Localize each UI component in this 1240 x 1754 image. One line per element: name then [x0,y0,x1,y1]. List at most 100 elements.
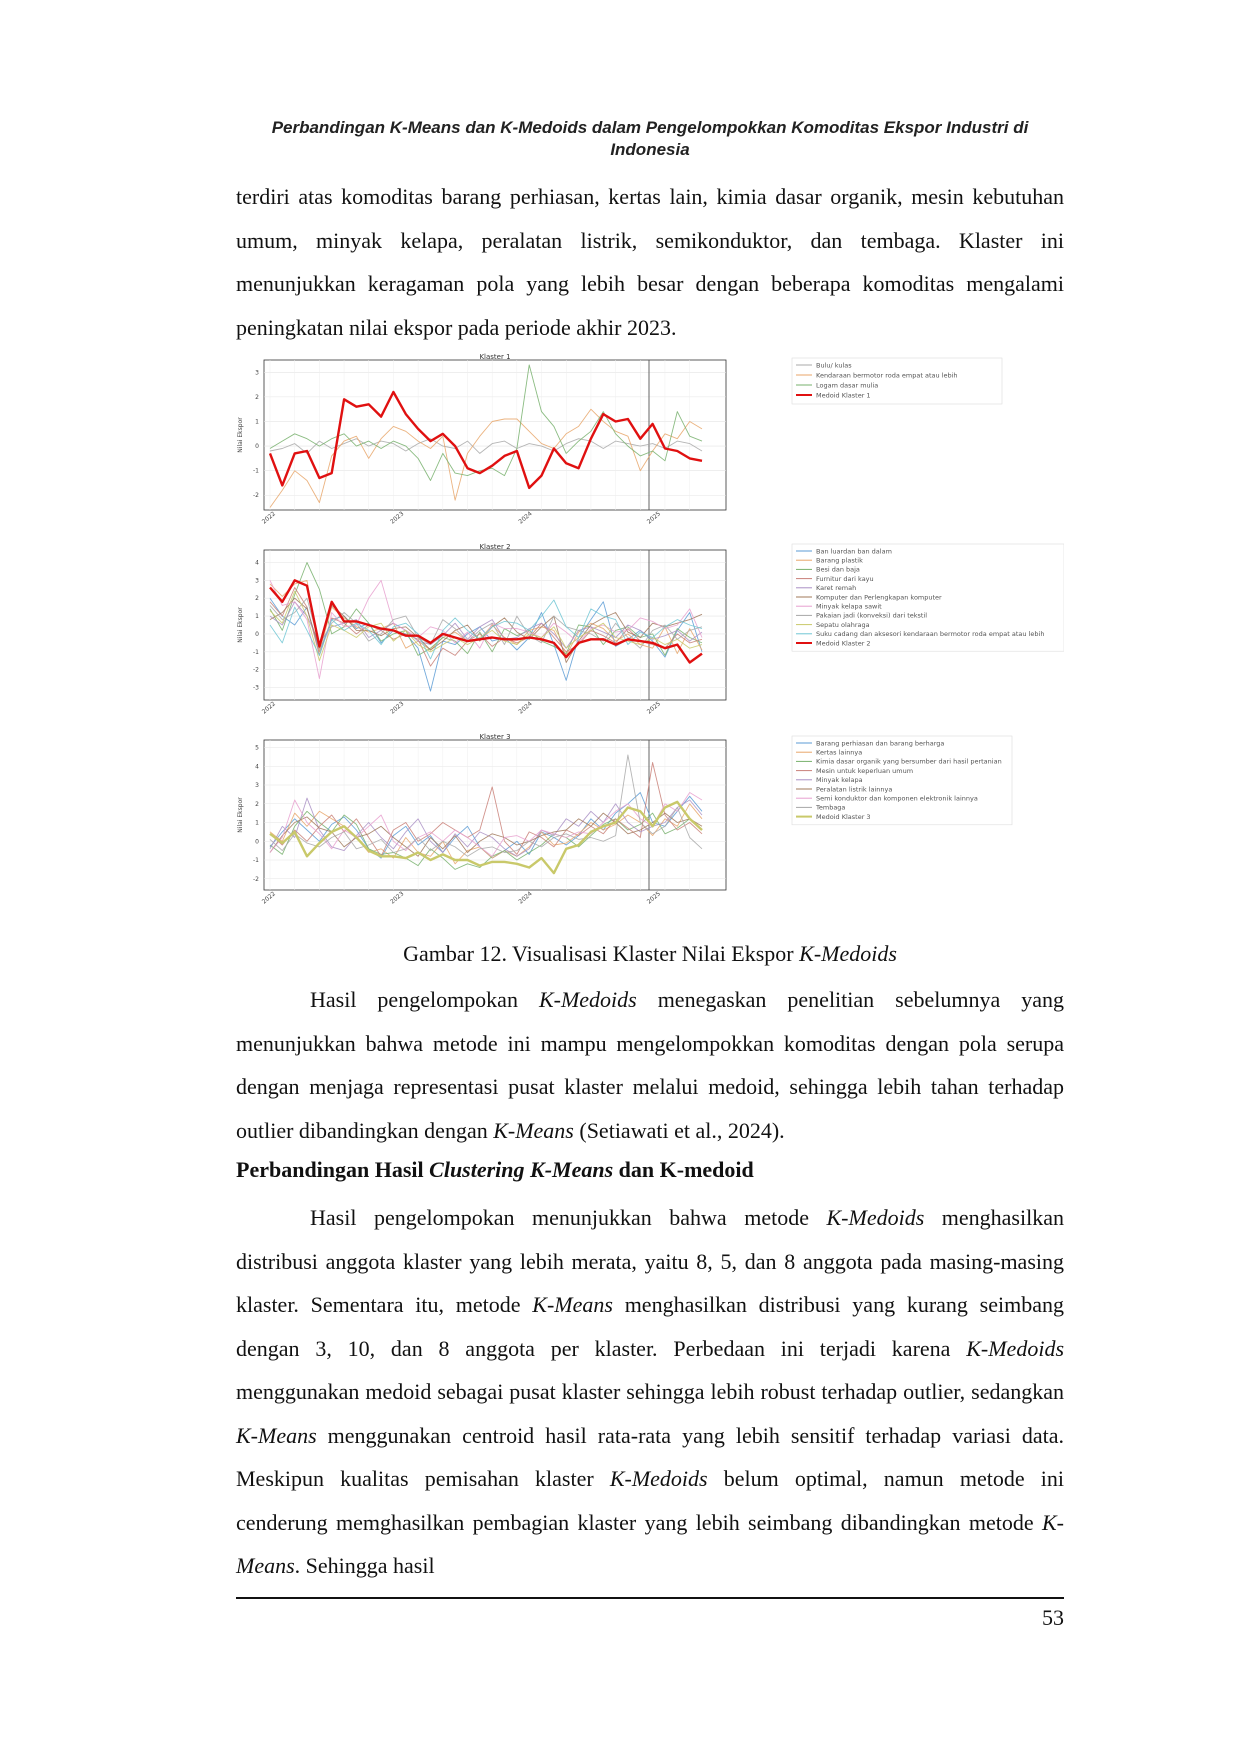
x-tick-label: 2023 [389,890,405,905]
chart-title: Klaster 1 [479,353,510,361]
y-axis-label: Nilai Ekspor [237,607,244,643]
legend-label: Karet remah [816,584,856,592]
running-title: Perbandingan K-Means dan K-Medoids dalam… [271,118,1029,159]
paragraph-3-segment: K-Medoids [609,1466,708,1491]
paragraph-3-segment: menghasilkan distribusi anggota klaster … [236,1205,1064,1317]
y-tick-label: 3 [255,369,259,376]
paragraph-3-segment: K-Medoids [966,1335,1064,1361]
y-tick-label: 4 [255,560,259,567]
chart-klaster-1: -2 -1 0 1 2 3 2022 2023 2024 2025 Klaster 1 Nilai E… [237,353,1003,526]
legend-label: Kertas lainnya [816,749,862,757]
y-tick-label: 0 [255,838,259,845]
series-line-7 [269,579,703,680]
y-axis-label: Nilai Ekspor [237,797,244,833]
legend-label: Peralatan listrik lainnya [816,785,892,793]
paragraph-3-segment: K-Medoids [826,1205,925,1230]
chart-klaster-3: -2 -1 0 1 2 3 4 5 2022 2023 2024 2025 Klaster 3 Nilai… [237,733,1013,906]
legend-label: Bulu/ kulas [816,361,852,369]
legend-label: Semi konduktor dan komponen elektronik l… [816,795,978,803]
section-heading-segment: Clustering K-Means [429,1157,614,1182]
y-tick-label: -2 [253,667,259,674]
legend-label: Komputer dan Perlengkapan komputer [816,593,942,601]
series-line-4 [268,390,703,490]
page-number: 53 [1042,1605,1064,1630]
series-line-2 [269,803,703,865]
x-tick-label: 2022 [261,510,277,525]
figure-12: -2 -1 0 1 2 3 2022 2023 2024 2025 Klaster 1 Nilai E… [236,352,1064,914]
paragraph-2-segment: menegaskan penelitian sebelumnya yang me… [236,987,1064,1143]
figure-caption-segment: K-Medoids [799,941,897,966]
series-line-5 [269,797,703,857]
y-tick-label: -2 [253,492,259,499]
series-line-4 [269,762,703,857]
y-tick-label: 0 [255,631,259,638]
paragraph-3-segment: menghasilkan distribusi yang kurang seim… [236,1292,1064,1361]
paragraph-1: terdiri atas komoditas barang perhiasan,… [236,175,1064,349]
x-tick-label: 2023 [389,700,405,715]
y-tick-label: 2 [255,394,259,401]
legend-label: Furnitur dari kayu [816,575,874,583]
legend-label: Sepatu olahraga [816,621,870,629]
paragraph-3-segment: menggunakan centroid hasil rata-rata yan… [236,1422,1064,1492]
y-tick-label: -3 [253,685,259,692]
y-tick-label: 5 [255,745,259,752]
footer-rule [236,1597,1064,1599]
y-axis-label: Nilai Ekspor [237,417,244,453]
y-tick-label: -1 [253,649,259,656]
plot-frame [263,359,727,511]
chart-title: Klaster 3 [479,733,510,741]
series-line-4 [269,587,703,667]
paragraph-3-segment: K-Means [236,1422,317,1448]
legend-label: Suku cadang dan aksesori kendaraan bermo… [816,630,1044,638]
chart-title: Klaster 2 [479,543,510,551]
figure-caption-segment: Gambar 12. Visualisasi Klaster Nilai Eks… [403,941,800,966]
series-line-10 [269,599,703,660]
legend-label: Logam dasar mulia [816,381,878,389]
legend-label: Minyak kelapa [816,776,863,784]
legend-label: Ban luardan ban dalam [816,547,892,555]
chart-klaster-2: -3 -2 -1 0 1 2 3 4 2022 2023 2024 2025 Klaster 2 Nila… [237,543,1064,716]
legend-label: Kimia dasar organik yang bersumber dari … [816,758,1002,766]
paragraph-2-segment: K-Means [493,1117,574,1143]
series-line-9 [269,800,703,875]
legend-box [791,357,1003,405]
cluster-charts: -2 -1 0 1 2 3 2022 2023 2024 2025 Klaster 1 Nilai E… [237,353,1064,906]
x-tick-label: 2023 [389,510,405,525]
y-tick-label: 3 [255,577,259,584]
y-tick-label: 0 [255,443,259,450]
legend-label: Medoid Klaster 3 [816,813,871,821]
y-tick-label: -2 [253,876,259,883]
y-tick-label: 1 [255,613,259,620]
x-tick-label: 2024 [517,890,533,905]
series-line-6 [269,812,703,857]
x-tick-label: 2024 [517,700,533,715]
y-tick-label: 4 [255,763,259,770]
series-line-11 [269,579,703,664]
paragraph-3-segment: belum optimal, namun metode ini cenderun… [236,1466,1064,1535]
paragraph-1-segment: terdiri atas komoditas barang perhiasan,… [236,184,1064,340]
legend-box [791,543,1064,652]
legend-box [791,735,1013,826]
paragraph-2-segment: Hasil pengelompokan [310,987,539,1012]
y-tick-label: 1 [255,418,259,425]
series-line-2 [269,408,703,508]
y-tick-label: 1 [255,820,259,827]
series-line-1 [269,438,703,454]
x-tick-label: 2024 [517,510,533,525]
section-heading: Perbandingan Hasil Clustering K-Means da… [236,1155,754,1185]
legend-label: Kendaraan bermotor roda empat atau lebih [816,371,958,379]
y-tick-label: -1 [253,857,259,864]
x-tick-label: 2022 [261,890,277,905]
paragraph-3: Hasil pengelompokan menunjukkan bahwa me… [236,1196,1064,1588]
x-tick-label: 2022 [261,700,277,715]
legend-label: Barang plastik [816,557,863,565]
paragraph-3-segment: . Sehingga hasil [294,1553,435,1578]
legend-label: Besi dan baja [816,566,860,574]
paragraph-3-segment: K-Means [236,1509,1064,1579]
series-line-9 [269,590,703,662]
y-tick-label: 2 [255,595,259,602]
paragraph-2-segment: K-Medoids [538,987,637,1012]
x-tick-label: 2025 [646,510,662,525]
x-tick-label: 2025 [646,890,662,905]
y-tick-label: 3 [255,782,259,789]
